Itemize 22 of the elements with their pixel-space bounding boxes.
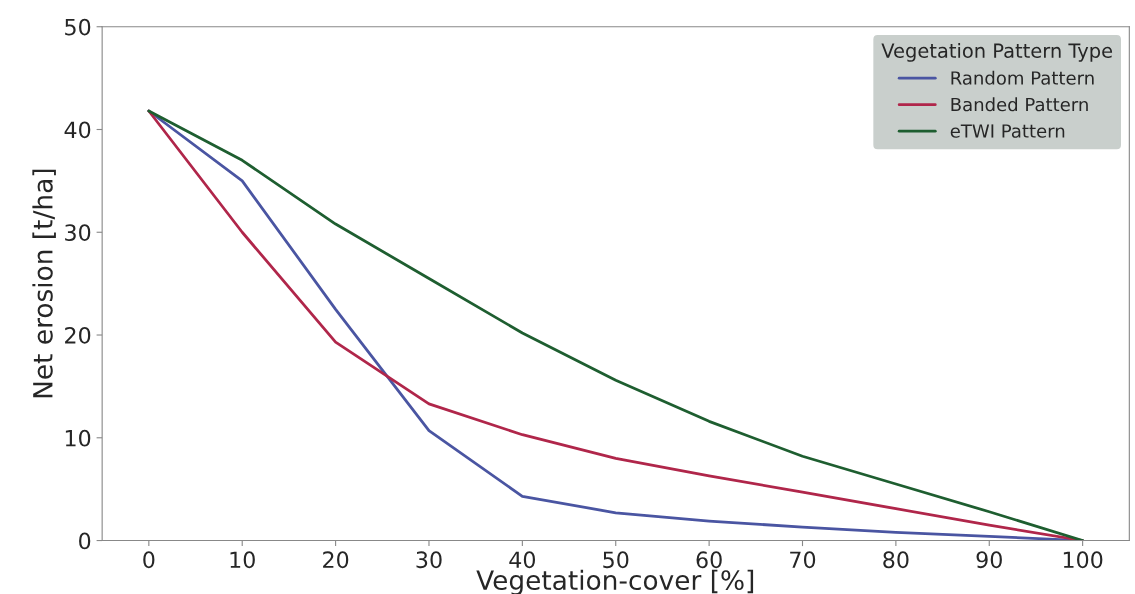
x-tick-label: 80 <box>883 551 909 569</box>
y-axis-title: Net erosion [t/ha] <box>32 169 56 398</box>
x-tick-label: 60 <box>696 551 722 569</box>
y-tick-label: 10 <box>65 429 91 447</box>
x-tick-label: 70 <box>790 551 816 569</box>
x-tick-label: 10 <box>230 551 255 569</box>
x-tick-label: 50 <box>603 551 629 569</box>
legend-label: Random Pattern <box>951 70 1094 85</box>
x-tick-label: 0 <box>143 551 155 569</box>
x-tick-label: 20 <box>323 551 349 569</box>
legend-label: Banded Pattern <box>951 97 1088 112</box>
y-tick-label: 0 <box>79 532 91 550</box>
x-tick-label: 40 <box>509 551 536 569</box>
y-tick-label: 40 <box>64 121 91 139</box>
x-tick-label: 30 <box>416 551 442 569</box>
x-tick-label: 90 <box>976 551 1002 569</box>
y-tick-label: 20 <box>65 326 91 344</box>
legend-title: Vegetation Pattern Type <box>881 42 1113 62</box>
y-tick-label: 30 <box>65 224 91 242</box>
y-tick-label: 50 <box>65 18 91 36</box>
x-tick-label: 100 <box>1063 551 1103 569</box>
legend-label: eTWI Pattern <box>950 124 1065 138</box>
